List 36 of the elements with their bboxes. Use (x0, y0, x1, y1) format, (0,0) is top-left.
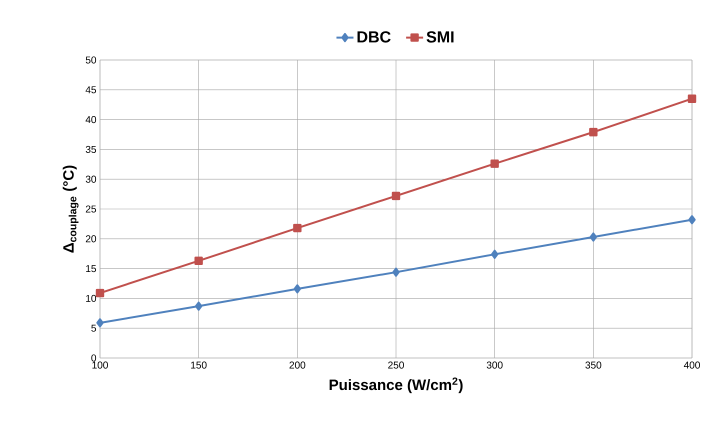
point (490, 250, 498, 259)
point (194, 256, 203, 266)
x-tick-label: 100 (92, 362, 108, 369)
y-tick-label: 0 (91, 354, 96, 362)
y-axis-title: Δ$_{couplage}$ (°C) (62, 166, 79, 253)
x-tick-label: 300 (486, 362, 503, 369)
legend-label: SMI (426, 31, 454, 43)
point (688, 215, 696, 224)
point (392, 192, 400, 200)
point (490, 160, 499, 168)
point (589, 128, 598, 136)
x-tick-label: 150 (191, 362, 207, 369)
x-axis-title: Puissance (W/cm$^{2}$) (330, 377, 463, 394)
point (294, 284, 302, 294)
point (293, 224, 302, 232)
point (96, 288, 104, 298)
y-tick-label: 30 (86, 176, 96, 183)
point (392, 268, 400, 277)
y-tick-label: 45 (86, 86, 96, 94)
y-tick-label: 35 (86, 146, 96, 153)
legend-label: DBC (358, 31, 391, 43)
x-tick-label: 350 (585, 362, 602, 369)
point (96, 318, 104, 328)
x-tick-label: 250 (388, 362, 404, 369)
point (194, 302, 202, 311)
x-tick-label: 400 (684, 362, 700, 369)
point (688, 94, 696, 103)
y-tick-label: 10 (86, 294, 96, 302)
x-tick-label: 200 (289, 362, 306, 369)
y-tick-label: 40 (86, 116, 96, 124)
y-tick-label: 20 (86, 235, 96, 242)
y-tick-label: 15 (86, 265, 96, 272)
y-tick-label: 5 (91, 324, 96, 332)
point (590, 232, 598, 242)
y-tick-label: 25 (86, 205, 96, 213)
y-tick-label: 50 (86, 56, 96, 64)
